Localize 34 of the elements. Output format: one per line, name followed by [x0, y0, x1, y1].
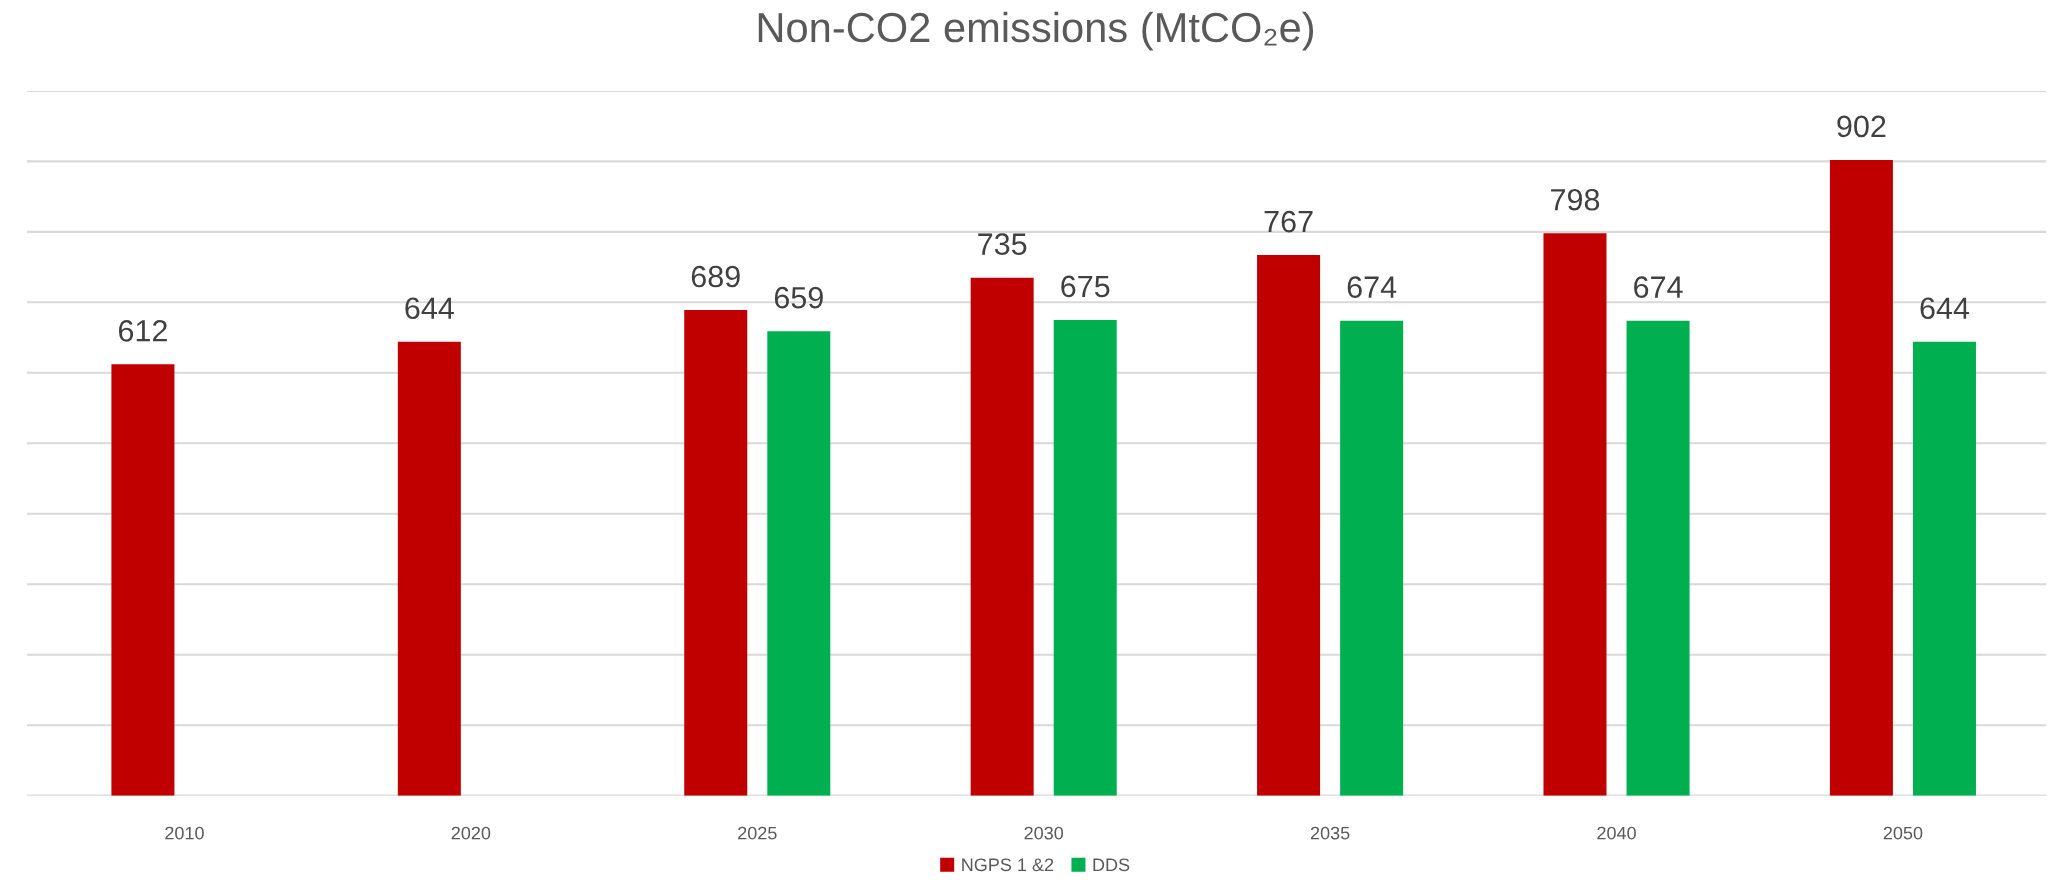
data-label: 644	[1920, 297, 1970, 320]
legend-label: DDS	[1093, 858, 1130, 872]
bar	[1626, 320, 1690, 796]
bar	[1829, 159, 1893, 796]
data-label: 675	[1061, 275, 1110, 298]
data-label: 902	[1837, 115, 1886, 138]
bar	[1053, 319, 1117, 796]
data-label: 689	[691, 265, 740, 288]
chart-title: Non-CO2 emissions (MtCO₂e)	[758, 11, 1314, 51]
bar	[111, 364, 175, 796]
data-label: 612	[118, 319, 167, 342]
bar	[684, 310, 748, 796]
bar	[767, 331, 831, 796]
data-label: 735	[978, 233, 1027, 255]
data-label: 659	[774, 286, 823, 309]
bar	[1543, 233, 1607, 796]
data-label: 674	[1347, 276, 1397, 298]
x-tick-label: 2040	[1597, 826, 1636, 840]
bar	[970, 277, 1034, 796]
data-label: 798	[1551, 188, 1600, 211]
x-tick-label: 2010	[165, 826, 204, 840]
x-tick-label: 2030	[1024, 826, 1064, 840]
x-tick-label: 2025	[738, 826, 777, 840]
data-label: 674	[1634, 276, 1683, 298]
x-tick-label: 2050	[1883, 826, 1923, 840]
x-tick-label: 2020	[451, 826, 491, 840]
bar	[1340, 320, 1404, 796]
x-tick-label: 2035	[1310, 826, 1350, 840]
bar	[1912, 341, 1976, 796]
legend-label: NGPS 1 &2	[962, 858, 1054, 872]
data-label: 644	[405, 297, 454, 320]
bar	[397, 341, 461, 796]
data-label: 767	[1264, 210, 1313, 233]
bar	[1257, 255, 1321, 796]
